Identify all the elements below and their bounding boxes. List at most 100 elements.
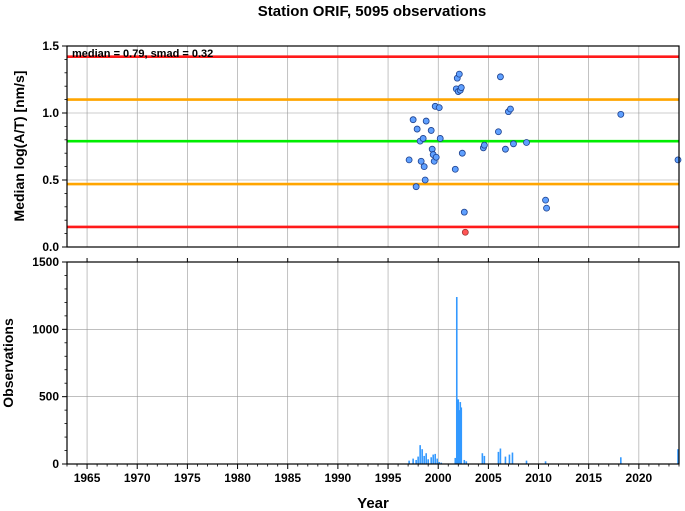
bottom-y-tick-label: 500 bbox=[39, 390, 59, 404]
data-point bbox=[428, 145, 436, 153]
data-point bbox=[458, 149, 466, 157]
x-tick-label: 1980 bbox=[224, 471, 251, 485]
data-point bbox=[460, 208, 468, 216]
x-tick-label: 2020 bbox=[626, 471, 653, 485]
data-point bbox=[427, 127, 435, 134]
data-point bbox=[523, 139, 530, 146]
observation-bar bbox=[504, 456, 507, 464]
observation-bar bbox=[419, 445, 421, 464]
observation-bar bbox=[430, 457, 432, 464]
data-point bbox=[421, 176, 429, 184]
observation-bar bbox=[499, 448, 502, 464]
data-point bbox=[417, 157, 425, 165]
data-point bbox=[502, 145, 509, 153]
observation-bar bbox=[434, 453, 437, 464]
observation-bar bbox=[421, 449, 423, 464]
data-point bbox=[432, 153, 440, 161]
data-point bbox=[413, 125, 421, 133]
data-point bbox=[542, 196, 549, 204]
x-tick-label: 2010 bbox=[525, 471, 552, 485]
top-y-tick-label: 0.5 bbox=[42, 173, 59, 187]
x-tick-label: 1970 bbox=[124, 471, 151, 485]
observation-bar bbox=[425, 453, 427, 464]
observation-bar bbox=[483, 455, 486, 464]
data-point bbox=[451, 165, 459, 173]
data-point bbox=[422, 117, 430, 125]
x-tick-label: 1995 bbox=[375, 471, 402, 485]
chart-title: Station ORIF, 5095 observations bbox=[258, 3, 486, 20]
x-tick-label: 2015 bbox=[575, 471, 602, 485]
bottom-y-ticks: 0 500 1000 1500 bbox=[32, 255, 67, 471]
data-point bbox=[507, 105, 514, 113]
x-tick-label: 1975 bbox=[174, 471, 201, 485]
top-y-tick-label: 1.0 bbox=[42, 106, 59, 120]
observation-bar bbox=[525, 460, 528, 464]
observation-bar bbox=[440, 462, 443, 464]
data-point bbox=[420, 163, 428, 171]
x-axis-label: Year bbox=[357, 495, 389, 511]
observation-bar bbox=[454, 457, 457, 464]
top-y-ticks: 0.0 0.5 1.0 1.5 bbox=[42, 39, 67, 254]
bottom-panel: 0 500 1000 1500 1965 1970 1975 1980 1985 1990 199… bbox=[0, 255, 680, 511]
bottom-y-tick-label: 0 bbox=[52, 457, 59, 471]
data-point bbox=[674, 156, 682, 164]
x-tick-label: 1965 bbox=[74, 471, 101, 485]
x-tick-label: 1985 bbox=[274, 471, 301, 485]
x-tick-label: 1990 bbox=[325, 471, 352, 485]
top-grid bbox=[67, 45, 679, 248]
data-point bbox=[412, 183, 420, 191]
x-tick-label: 2000 bbox=[425, 471, 452, 485]
observation-bar bbox=[465, 461, 468, 464]
data-point bbox=[617, 110, 625, 118]
median-annotation: median = 0.79, smad = 0.32 bbox=[72, 48, 213, 60]
observation-bar bbox=[455, 297, 458, 464]
outlier-point bbox=[461, 228, 469, 236]
data-point bbox=[543, 204, 550, 212]
observation-bar bbox=[497, 451, 500, 464]
data-point bbox=[409, 116, 417, 124]
data-point bbox=[480, 141, 488, 149]
x-tick-label: 2005 bbox=[475, 471, 502, 485]
observation-bar bbox=[459, 402, 462, 464]
observation-bar bbox=[677, 449, 679, 464]
observation-bar bbox=[481, 453, 484, 464]
observation-bar bbox=[463, 459, 466, 464]
observation-bar bbox=[412, 458, 414, 464]
observation-bar bbox=[511, 452, 514, 464]
top-y-axis-label: Median log(A/T) [nm/s] bbox=[11, 71, 27, 222]
observation-bar bbox=[408, 460, 410, 464]
reference-lines bbox=[67, 55, 679, 229]
bottom-y-tick-label: 1000 bbox=[32, 322, 59, 336]
top-plot-frame bbox=[66, 45, 680, 248]
bottom-plot-frame bbox=[66, 261, 680, 465]
observation-bar bbox=[427, 459, 429, 464]
observation-bar bbox=[460, 407, 463, 464]
data-point bbox=[435, 104, 443, 112]
observation-bar bbox=[432, 454, 434, 464]
bottom-y-tick-label: 1500 bbox=[32, 255, 59, 269]
observation-bar bbox=[620, 457, 622, 464]
top-y-tick-label: 1.5 bbox=[42, 39, 59, 53]
observation-bars bbox=[408, 297, 679, 464]
observation-bar bbox=[438, 461, 441, 464]
data-point bbox=[510, 140, 517, 148]
bottom-grid bbox=[67, 261, 679, 465]
top-panel: 0.00.51.01.5 median = 0.79, smad = 0.32 … bbox=[11, 39, 682, 254]
data-point bbox=[495, 128, 502, 136]
data-point bbox=[457, 84, 465, 91]
bottom-y-axis-label: Observations bbox=[0, 318, 16, 408]
observation-bar bbox=[458, 410, 461, 464]
observation-bar bbox=[457, 399, 460, 464]
observation-bar bbox=[423, 455, 425, 464]
data-point bbox=[436, 135, 444, 142]
observation-bar bbox=[415, 459, 417, 464]
data-point bbox=[455, 70, 463, 78]
data-point bbox=[497, 73, 504, 81]
observation-bar bbox=[508, 454, 511, 464]
data-point bbox=[405, 156, 413, 164]
top-y-tick-label: 0.0 bbox=[42, 240, 59, 254]
scatter-points bbox=[405, 70, 682, 236]
observation-bar bbox=[436, 458, 439, 464]
bottom-x-ticks: 1965 1970 1975 1980 1985 1990 1995 2000 2005 2010… bbox=[66, 258, 680, 485]
